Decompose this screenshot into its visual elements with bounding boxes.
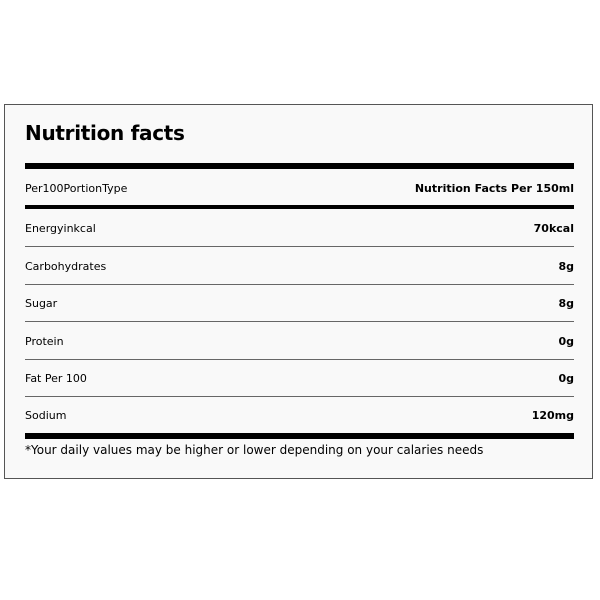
divider-thick [25, 433, 574, 439]
header-label: Per100PortionType [25, 181, 128, 195]
nutrient-value: 0g [558, 334, 574, 348]
panel-title: Nutrition facts [25, 121, 185, 145]
nutrient-value: 70kcal [533, 221, 574, 235]
divider [25, 321, 574, 322]
divider-thick [25, 163, 574, 169]
nutrient-row: Carbohydrates 8g [25, 256, 574, 276]
nutrient-label: Protein [25, 334, 64, 348]
nutrient-value: 120mg [531, 408, 574, 422]
nutrient-label: Sodium [25, 408, 67, 422]
nutrient-value: 8g [558, 296, 574, 310]
nutrition-facts-panel: Nutrition facts Per100PortionType Nutrit… [4, 104, 593, 479]
nutrient-label: Carbohydrates [25, 259, 107, 273]
nutrient-label: Energyinkcal [25, 221, 96, 235]
divider [25, 246, 574, 247]
divider [25, 396, 574, 397]
header-value: Nutrition Facts Per 150ml [414, 181, 574, 195]
footnote: *Your daily values may be higher or lowe… [25, 443, 484, 457]
nutrient-row: Sodium 120mg [25, 405, 574, 425]
divider-thick [25, 205, 574, 209]
divider [25, 284, 574, 285]
nutrient-label: Fat Per 100 [25, 371, 87, 385]
nutrient-value: 8g [558, 259, 574, 273]
nutrient-label: Sugar [25, 296, 58, 310]
nutrient-row: Sugar 8g [25, 293, 574, 313]
nutrient-row: Fat Per 100 0g [25, 368, 574, 388]
divider [25, 359, 574, 360]
header-row: Per100PortionType Nutrition Facts Per 15… [25, 178, 574, 198]
nutrient-value: 0g [558, 371, 574, 385]
nutrient-row: Energyinkcal 70kcal [25, 218, 574, 238]
nutrient-row: Protein 0g [25, 331, 574, 351]
